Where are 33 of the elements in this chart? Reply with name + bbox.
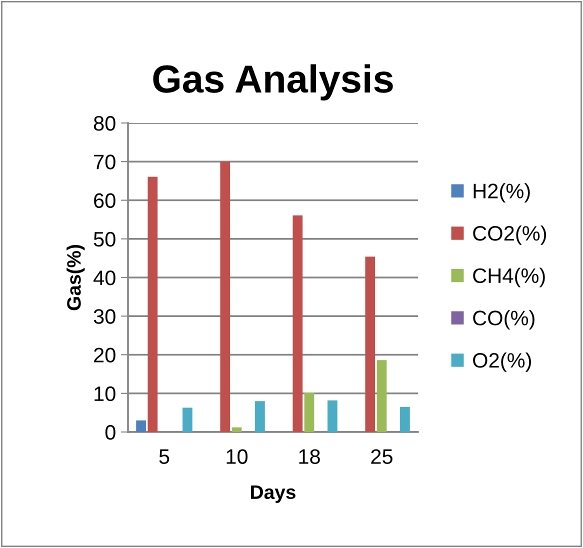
bar <box>232 427 242 432</box>
y-tick-label: 80 <box>94 116 116 131</box>
bar <box>220 162 230 432</box>
x-tick-label: 5 <box>159 449 170 464</box>
y-tick-label: 10 <box>94 386 116 402</box>
bar <box>376 360 387 432</box>
legend-label: CH4(%) <box>473 268 545 288</box>
legend-label: CO2(%) <box>473 225 546 245</box>
y-tick-label: 70 <box>94 154 116 170</box>
y-axis-title: Gas(%) <box>66 244 85 310</box>
bar <box>182 408 192 432</box>
y-tick-label: 50 <box>94 232 116 247</box>
x-tick-label: 25 <box>371 449 392 464</box>
bar <box>365 256 376 432</box>
x-tick-label: 18 <box>299 449 320 464</box>
legend-label: H2(%) <box>474 183 530 203</box>
legend-label: CO(%) <box>473 310 534 330</box>
bar <box>304 392 314 432</box>
x-tick-label: 10 <box>226 449 248 464</box>
y-tick-label: 20 <box>94 348 116 363</box>
y-tick-label: 0 <box>105 425 116 440</box>
bar <box>328 400 338 432</box>
y-tick-label: 40 <box>94 270 116 286</box>
y-tick-label: 60 <box>94 193 116 208</box>
bar <box>148 176 158 432</box>
bar <box>136 420 146 432</box>
x-axis-title: Days <box>251 485 296 503</box>
bar <box>255 401 265 432</box>
legend-label: O2(%) <box>473 352 531 372</box>
bar <box>292 215 303 432</box>
y-tick-label: 30 <box>94 309 116 324</box>
chart-title: Gas Analysis <box>153 64 393 101</box>
bar <box>400 406 410 432</box>
